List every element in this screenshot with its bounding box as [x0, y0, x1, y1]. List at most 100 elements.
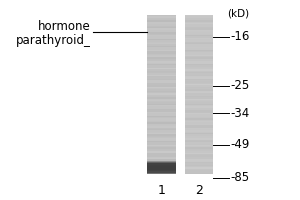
- Bar: [184, 149, 213, 150]
- Bar: [184, 150, 213, 152]
- Bar: [184, 112, 213, 113]
- Bar: [148, 92, 176, 93]
- Bar: [148, 162, 176, 163]
- Text: -85: -85: [230, 171, 249, 184]
- Bar: [184, 31, 213, 32]
- Bar: [148, 128, 176, 129]
- Bar: [148, 114, 176, 116]
- Text: 1: 1: [158, 184, 166, 197]
- Bar: [148, 117, 176, 118]
- Bar: [184, 39, 213, 40]
- Bar: [148, 150, 176, 152]
- Bar: [148, 72, 176, 73]
- Bar: [184, 129, 213, 130]
- Bar: [184, 51, 213, 52]
- Bar: [184, 80, 213, 81]
- Bar: [184, 117, 213, 118]
- Text: -34: -34: [230, 107, 249, 120]
- Bar: [184, 101, 213, 103]
- Bar: [184, 44, 213, 46]
- Bar: [148, 137, 176, 138]
- Bar: [184, 109, 213, 110]
- Bar: [148, 159, 176, 161]
- Bar: [184, 102, 213, 104]
- Bar: [184, 87, 213, 88]
- Bar: [184, 91, 213, 92]
- Bar: [184, 68, 213, 69]
- Bar: [184, 89, 213, 91]
- Bar: [184, 92, 213, 93]
- Bar: [184, 63, 213, 64]
- Bar: [148, 32, 176, 34]
- Bar: [148, 105, 176, 107]
- Bar: [148, 52, 176, 54]
- Bar: [148, 106, 176, 108]
- Bar: [148, 87, 176, 88]
- Bar: [148, 130, 176, 132]
- Bar: [148, 60, 176, 62]
- Bar: [184, 151, 213, 153]
- Bar: [184, 165, 213, 166]
- Bar: [184, 38, 213, 39]
- Bar: [148, 167, 176, 169]
- Bar: [148, 44, 176, 46]
- Bar: [148, 85, 176, 87]
- Bar: [184, 46, 213, 47]
- Bar: [184, 158, 213, 159]
- Bar: [148, 24, 176, 26]
- Text: parathyroid_: parathyroid_: [16, 34, 91, 47]
- Bar: [184, 42, 213, 43]
- Bar: [148, 140, 176, 141]
- Bar: [184, 106, 213, 108]
- Bar: [148, 88, 176, 89]
- Bar: [148, 126, 176, 128]
- Bar: [184, 73, 213, 75]
- Bar: [184, 128, 213, 129]
- Bar: [148, 124, 176, 125]
- Bar: [184, 35, 213, 36]
- Bar: [148, 149, 176, 150]
- Bar: [148, 142, 176, 144]
- Bar: [184, 138, 213, 140]
- Bar: [184, 16, 213, 18]
- Bar: [184, 50, 213, 51]
- Bar: [184, 72, 213, 73]
- Bar: [184, 161, 213, 162]
- Bar: [184, 166, 213, 167]
- Bar: [184, 19, 213, 20]
- Bar: [148, 145, 176, 146]
- Bar: [184, 146, 213, 148]
- Bar: [148, 146, 176, 148]
- Bar: [184, 144, 213, 145]
- Bar: [184, 153, 213, 154]
- Bar: [184, 88, 213, 89]
- Bar: [148, 100, 176, 101]
- Bar: [148, 108, 176, 109]
- Bar: [184, 145, 213, 146]
- Bar: [184, 47, 213, 48]
- Bar: [148, 51, 176, 52]
- Bar: [148, 151, 176, 153]
- Bar: [148, 138, 176, 140]
- Bar: [148, 40, 176, 42]
- Bar: [184, 113, 213, 114]
- Bar: [184, 20, 213, 22]
- Bar: [148, 144, 176, 145]
- Bar: [148, 30, 176, 31]
- Bar: [148, 113, 176, 114]
- Bar: [148, 102, 176, 104]
- Bar: [184, 67, 213, 68]
- Bar: [148, 80, 176, 81]
- Bar: [148, 165, 176, 166]
- Bar: [148, 104, 176, 105]
- Bar: [148, 23, 176, 24]
- Bar: [184, 85, 213, 87]
- Bar: [148, 136, 176, 137]
- Bar: [184, 110, 213, 112]
- Bar: [184, 24, 213, 26]
- Bar: [184, 118, 213, 120]
- Bar: [148, 77, 176, 79]
- Bar: [184, 32, 213, 34]
- Bar: [184, 56, 213, 58]
- Bar: [148, 61, 176, 63]
